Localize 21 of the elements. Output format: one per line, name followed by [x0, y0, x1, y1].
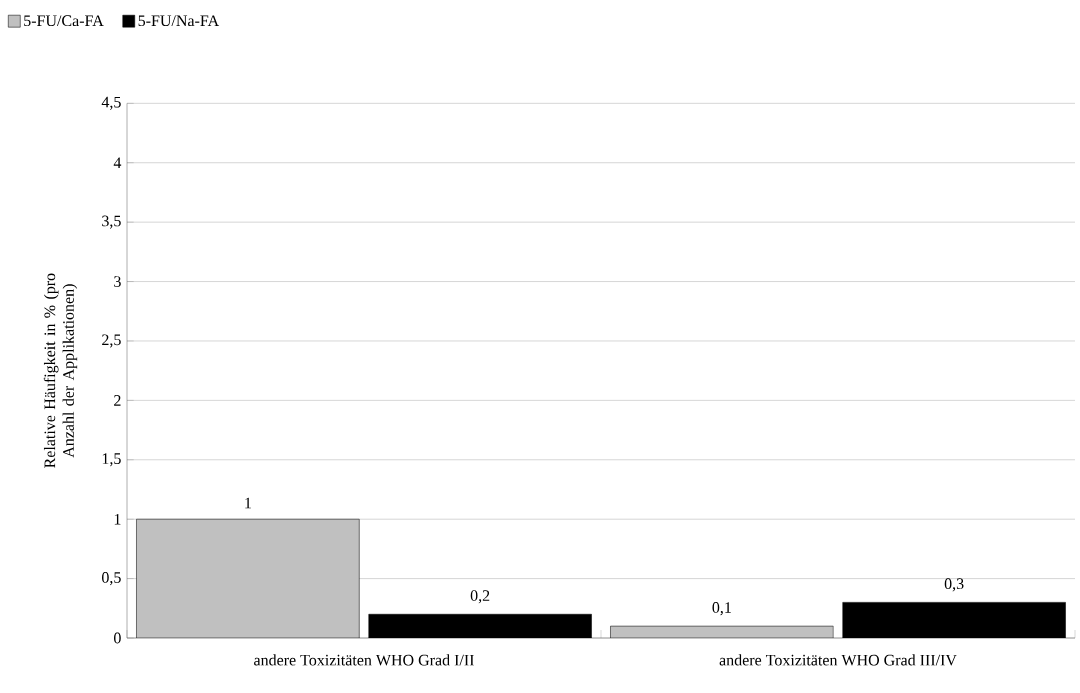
data-label: 0,1: [712, 602, 731, 616]
bar: [610, 625, 834, 638]
y-tick-label: 1: [114, 513, 121, 525]
y-tick-label: 4,5: [101, 96, 121, 110]
legend-label: 5-FU/Na-FA: [138, 15, 220, 27]
x-tick-label: andere Toxizitäten WHO Grad III/IV: [719, 654, 957, 666]
y-tick-label: 2: [114, 395, 121, 406]
y-tick-label: 3,5: [102, 215, 121, 229]
data-label: 1: [245, 497, 251, 509]
y-tick-label: 4: [113, 157, 122, 169]
y-axis-title: Relative Häufigkeit in % (pro Anzahl der Applikationen): [43, 273, 78, 468]
y-tick-label: 3: [114, 276, 121, 287]
legend-label: 5-FU/Ca-FA: [24, 15, 104, 27]
y-tick-label: 0,5: [102, 572, 121, 586]
data-label: 0,2: [470, 590, 490, 604]
y-tick-label: 1,5: [102, 453, 121, 467]
bar: [136, 518, 360, 638]
x-tick-label: andere Toxizitäten WHO Grad I/II: [254, 654, 474, 666]
data-label: 0,3: [944, 578, 964, 592]
y-tick-label: 0: [114, 632, 121, 644]
y-tick-label: 2,5: [102, 334, 121, 348]
